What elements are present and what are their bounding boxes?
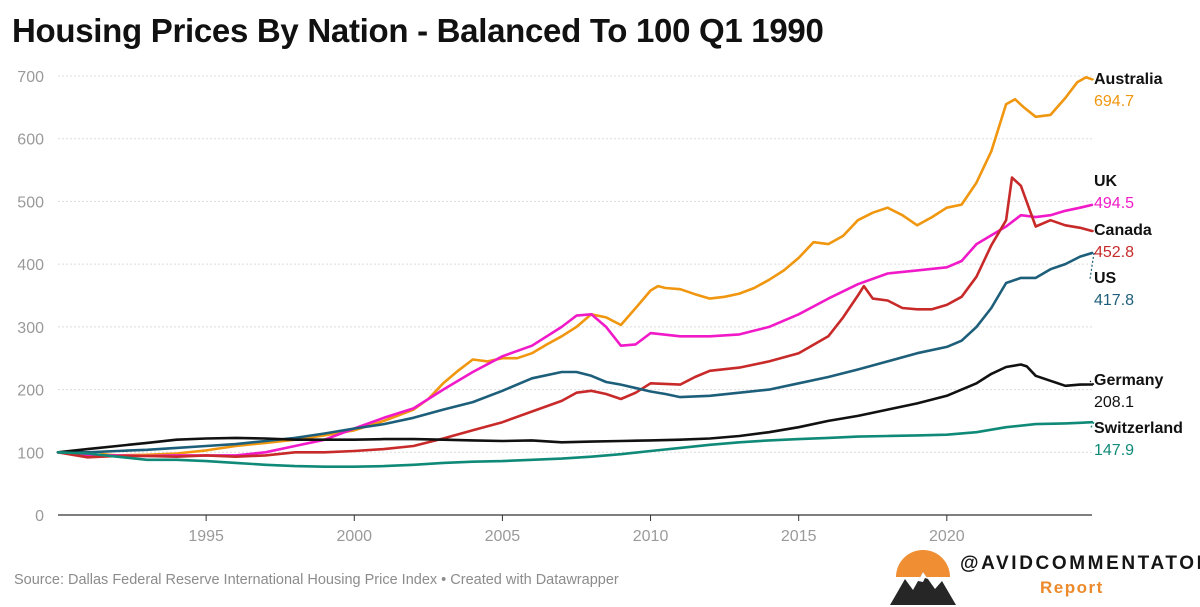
y-tick-label: 200 bbox=[17, 383, 44, 400]
end-label-name-uk: UK bbox=[1094, 173, 1118, 190]
y-tick-label: 500 bbox=[17, 194, 44, 211]
series-line-switzerland bbox=[56, 420, 1094, 468]
label-connector-switzerland bbox=[1089, 421, 1095, 430]
x-tick-label: 2015 bbox=[781, 528, 817, 545]
chart-title: Housing Prices By Nation - Balanced To 1… bbox=[12, 12, 824, 49]
series-lines bbox=[56, 76, 1094, 468]
series-line-australia bbox=[56, 76, 1094, 458]
brand-subtitle: Report bbox=[1040, 578, 1104, 597]
source-note: Source: Dallas Federal Reserve Internati… bbox=[14, 572, 619, 588]
label-connector-us bbox=[1089, 252, 1095, 280]
end-label-name-australia: Australia bbox=[1094, 71, 1163, 88]
x-tick-label: 2020 bbox=[929, 528, 965, 545]
end-label-value-us: 417.8 bbox=[1094, 292, 1134, 309]
end-label-value-germany: 208.1 bbox=[1094, 394, 1134, 411]
end-label-name-germany: Germany bbox=[1094, 372, 1163, 389]
end-label-name-switzerland: Switzerland bbox=[1094, 420, 1183, 437]
label-connector-germany bbox=[1089, 380, 1095, 385]
y-tick-label: 300 bbox=[17, 320, 44, 337]
y-tick-label: 700 bbox=[17, 69, 44, 86]
series-line-us bbox=[56, 251, 1094, 454]
axis-ticks: 0 100 200 300 400 500 600 700 1995 2000 2005 2010 20… bbox=[17, 69, 964, 545]
series-line-canada bbox=[56, 176, 1094, 459]
y-tick-label: 400 bbox=[17, 257, 44, 274]
end-label-value-canada: 452.8 bbox=[1094, 244, 1134, 261]
y-tick-label: 100 bbox=[17, 445, 44, 462]
x-tick-label: 2005 bbox=[485, 528, 521, 545]
brand-handle: @AVIDCOMMENTATOR bbox=[960, 553, 1200, 574]
series-line-germany bbox=[56, 363, 1094, 454]
series-line-uk bbox=[56, 203, 1094, 458]
end-label-value-uk: 494.5 bbox=[1094, 195, 1134, 212]
brand-logo-block: @AVIDCOMMENTATOR Report bbox=[888, 548, 1200, 607]
end-label-name-us: US bbox=[1094, 270, 1117, 287]
mountain-sun-icon bbox=[888, 550, 958, 607]
x-tick-label: 2010 bbox=[633, 528, 669, 545]
x-tick-label: 1995 bbox=[188, 528, 224, 545]
label-connector-australia bbox=[1089, 78, 1095, 81]
end-labels: Australia 694.7 UK 494.5 Canada 452.8 US 417.8 G… bbox=[1089, 71, 1183, 459]
x-tick-label: 2000 bbox=[336, 528, 372, 545]
y-tick-label: 0 bbox=[35, 508, 44, 525]
end-label-value-switzerland: 147.9 bbox=[1094, 442, 1134, 459]
end-label-name-canada: Canada bbox=[1094, 222, 1152, 239]
end-label-value-australia: 694.7 bbox=[1094, 93, 1134, 110]
y-tick-label: 600 bbox=[17, 132, 44, 149]
grid-lines bbox=[58, 75, 1092, 516]
